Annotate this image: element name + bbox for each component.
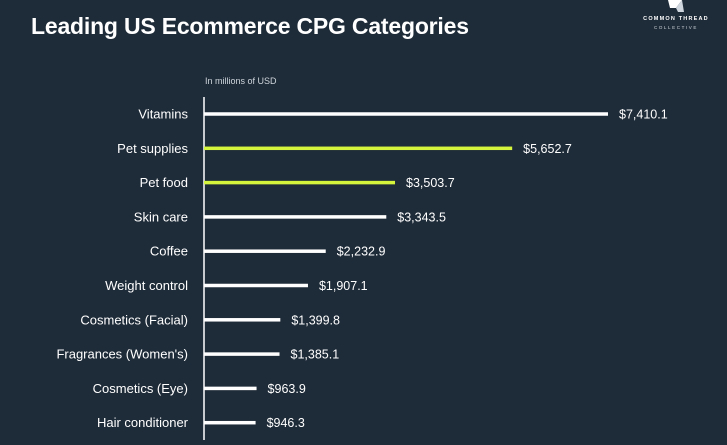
bar [204,215,387,219]
category-label: Weight control [105,278,188,293]
chart-title: Leading US Ecommerce CPG Categories [31,13,469,39]
category-label: Fragrances (Women's) [56,347,188,362]
bar [204,180,396,185]
bar [204,420,256,425]
unit-label: In millions of USD [205,76,277,86]
bar [204,386,257,391]
category-label: Cosmetics (Facial) [80,312,188,327]
category-label: Skin care [134,209,188,224]
category-label: Coffee [150,244,188,259]
bar [204,318,281,322]
value-label: $5,652.7 [523,142,572,156]
bar [204,352,280,356]
bar [204,146,513,151]
category-label: Cosmetics (Eye) [93,381,188,396]
value-label: $1,399.8 [291,313,340,327]
logo-mark-icon [668,0,684,12]
value-label: $963.9 [268,382,306,396]
category-label: Vitamins [138,107,188,122]
value-label: $1,907.1 [319,279,368,293]
value-label: $946.3 [267,416,305,430]
value-label: $2,232.9 [337,245,386,259]
bars-group: Vitamins $7,410.1 Pet supplies $5,652.7 Pet … [56,107,667,431]
bar [204,283,308,288]
category-label: Pet food [140,175,188,190]
value-label: $1,385.1 [291,348,340,362]
value-label: $7,410.1 [619,108,668,122]
category-label: Pet supplies [117,141,188,156]
logo-sub: COLLECTIVE [653,25,698,30]
logo-name: COMMON THREAD [643,16,709,22]
bar [204,112,608,116]
value-label: $3,343.5 [397,210,446,224]
category-label: Hair conditioner [97,415,189,430]
bar [204,249,326,253]
common-thread-logo: COMMON THREAD COLLECTIVE [636,0,716,36]
value-label: $3,503.7 [406,176,455,190]
